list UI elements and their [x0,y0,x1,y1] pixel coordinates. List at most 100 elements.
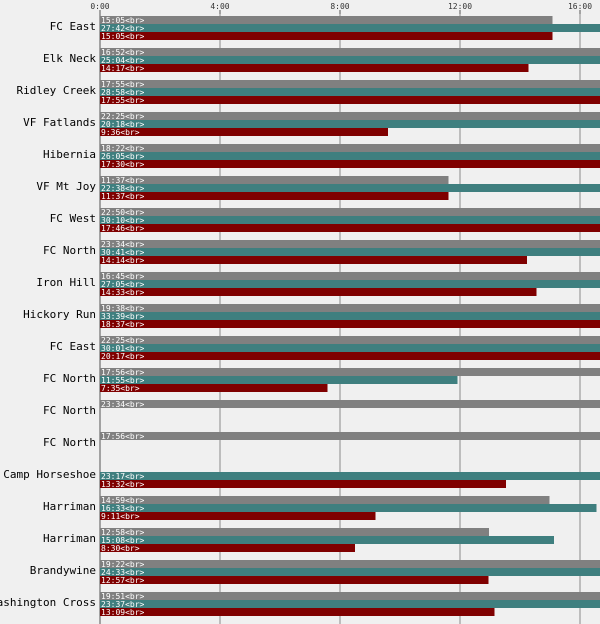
bar-teal [100,184,600,192]
bar-value-label: 20:18<br> [101,120,145,129]
site-label: Hibernia [43,148,96,161]
bar-group: 16:45<br>27:05<br>14:33<br> [100,272,600,297]
site-label: FC North [43,404,96,417]
bar-value-label: 25:04<br> [101,56,145,65]
bar-value-label: 13:09<br> [101,608,145,617]
bar-gray [100,592,600,600]
bar-value-label: 18:22<br> [101,144,145,153]
bar-group: 19:22<br>24:33<br>12:57<br> [100,560,600,585]
bar-groups: 15:05<br>27:42<br>15:05<br> 16:52<br>25:0… [100,16,600,617]
bar-value-label: 15:08<br> [101,536,145,545]
bar-value-label: 11:37<br> [101,192,145,201]
site-label: Washington Cross [0,596,96,609]
bar-teal [100,88,600,96]
bar-value-label: 23:34<br> [101,400,145,409]
bar-value-label: 9:36<br> [101,128,140,137]
bar-teal [100,280,600,288]
bar-gray [100,48,600,56]
site-label: Elk Neck [43,52,96,65]
bar-value-label: 17:56<br> [101,432,145,441]
bar-gray [100,496,550,504]
bar-value-label: 22:38<br> [101,184,145,193]
bar-value-label: 8:30<br> [101,544,140,553]
bar-value-label: 7:35<br> [101,384,140,393]
bar-gray [100,112,600,120]
bar-value-label: 16:45<br> [101,272,145,281]
bar-value-label: 14:14<br> [101,256,145,265]
tick-label: 16:00 [568,2,592,11]
bar-dark [100,160,600,168]
bar-value-label: 17:55<br> [101,96,145,105]
bar-gray [100,16,553,24]
bar-teal [100,344,600,352]
bar-dark [100,576,489,584]
bar-teal [100,24,600,32]
bar-value-label: 23:34<br> [101,240,145,249]
bar-value-label: 19:38<br> [101,304,145,313]
bar-teal [100,376,458,384]
bar-value-label: 9:11<br> [101,512,140,521]
bar-teal [100,568,600,576]
bar-teal [100,600,600,608]
site-label: VF Fatlands [23,116,96,129]
bar-gray [100,368,600,376]
bar-dark [100,96,600,104]
bar-value-label: 14:17<br> [101,64,145,73]
bar-gray [100,336,600,344]
bar-group: 22:25<br>30:01<br>20:17<br> [100,336,600,361]
bar-value-label: 12:58<br> [101,528,145,537]
site-label: Harriman [43,532,96,545]
bar-value-label: 27:42<br> [101,24,145,33]
bar-dark [100,224,600,232]
bar-group: 17:55<br>28:58<br>17:55<br> [100,80,600,105]
tick-label: 0:00 [90,2,109,11]
bar-value-label: 23:37<br> [101,600,145,609]
bar-value-label: 28:58<br> [101,88,145,97]
bar-gray [100,240,600,248]
bar-dark [100,544,355,552]
bar-value-label: 20:17<br> [101,352,145,361]
bar-group: 15:05<br>27:42<br>15:05<br> [100,16,600,41]
bar-value-label: 15:05<br> [101,32,145,41]
bar-value-label: 22:25<br> [101,336,145,345]
bar-gray [100,432,600,440]
bar-gray [100,528,489,536]
site-label: FC East [50,340,96,353]
bar-value-label: 30:41<br> [101,248,145,257]
bar-group: 12:58<br>15:08<br>8:30<br> [100,528,554,553]
bar-value-label: 17:30<br> [101,160,145,169]
bar-value-label: 19:51<br> [101,592,145,601]
bar-dark [100,64,529,72]
bar-teal [100,216,600,224]
site-label: FC East [50,20,96,33]
bar-dark [100,256,527,264]
bar-dark [100,480,506,488]
bar-value-label: 24:33<br> [101,568,145,577]
bar-gray [100,208,600,216]
bar-value-label: 18:37<br> [101,320,145,329]
bar-gray [100,560,600,568]
bar-value-label: 15:05<br> [101,16,145,25]
bar-value-label: 16:33<br> [101,504,145,513]
bar-value-label: 30:10<br> [101,216,145,225]
bar-teal [100,472,600,480]
bar-gray [100,400,600,408]
bar-value-label: 12:57<br> [101,576,145,585]
bar-teal [100,120,600,128]
bar-gray [100,176,449,184]
bar-group: 17:56<br> [100,432,600,441]
tick-label: 4:00 [210,2,229,11]
bar-group: 23:34<br> [100,400,600,409]
bar-value-label: 17:55<br> [101,80,145,89]
bar-gray [100,304,600,312]
bar-value-label: 17:46<br> [101,224,145,233]
bar-teal [100,312,600,320]
bar-value-label: 22:50<br> [101,208,145,217]
bar-value-label: 23:17<br> [101,472,145,481]
bar-teal [100,152,600,160]
bar-value-label: 27:05<br> [101,280,145,289]
site-label: Hickory Run [23,308,96,321]
